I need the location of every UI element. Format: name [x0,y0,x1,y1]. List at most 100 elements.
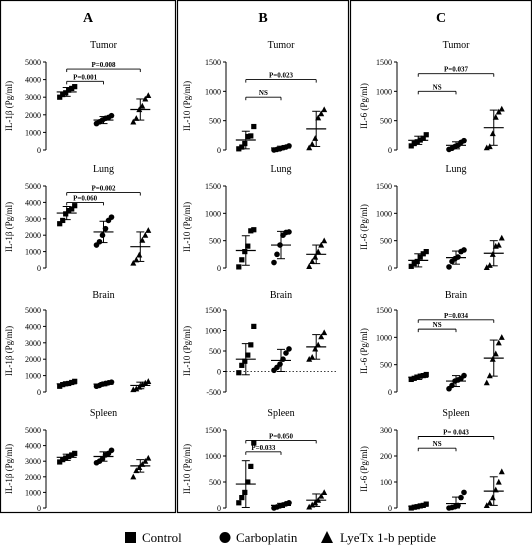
point-carboplatin [108,447,115,454]
point-lyetx [321,106,328,113]
y-axis-label: IL-10 (Pg/ml) [182,444,192,494]
point-control [408,143,414,149]
point-lyetx [136,383,143,390]
legend-label-lyetx: LyeTx 1-b peptide [340,530,436,545]
point-carboplatin [461,247,467,253]
point-lyetx [133,467,140,474]
point-lyetx [133,385,140,392]
point-control [414,504,420,510]
point-control [57,383,63,389]
column-label-c: C [436,11,446,26]
y-tick-label: 0 [217,264,221,273]
y-axis-label: IL-10 (Pg/ml) [182,202,192,252]
panel-title: Brain [270,290,292,301]
point-control [251,123,257,130]
point-lyetx [133,115,140,121]
y-tick-label: 2000 [25,231,41,240]
point-control [66,208,72,214]
point-lyetx [492,350,499,357]
point-carboplatin [461,489,467,496]
legend-label-control: Control [142,530,182,545]
point-control [417,254,423,260]
point-control [423,501,429,507]
point-control [60,457,66,463]
point-lyetx [136,106,143,113]
y-tick-label: 1500 [376,182,392,191]
point-control [66,453,72,460]
point-lyetx [315,497,322,503]
panel-title: Lung [93,164,114,175]
point-control [420,135,426,141]
point-lyetx [486,372,493,379]
column-label-b: B [258,11,267,26]
point-lyetx [142,232,149,238]
y-tick-label: 300 [380,426,392,435]
point-carboplatin [283,350,289,356]
y-tick-label: 200 [380,452,392,461]
point-lyetx [142,95,149,102]
point-control [408,505,414,511]
sig-label: P=0.008 [91,61,116,69]
point-lyetx [489,251,496,257]
point-lyetx [489,130,496,137]
point-carboplatin [108,214,115,220]
point-lyetx [315,114,322,121]
y-tick-label: 3000 [25,93,41,102]
point-lyetx [309,353,316,360]
y-tick-label: 0 [388,504,392,513]
point-control [423,371,429,378]
point-control [414,258,420,265]
panel-title: Spleen [90,408,117,419]
point-control [242,140,248,147]
point-carboplatin [108,379,115,385]
y-tick-label: 0 [388,388,392,397]
point-lyetx [492,486,499,493]
y-tick-label: 500 [380,237,392,246]
y-tick-label: 4000 [25,442,41,451]
point-lyetx [142,379,149,386]
point-lyetx [489,356,496,362]
panel-title: Spleen [267,408,294,419]
point-carboplatin [271,259,277,266]
point-lyetx [142,458,149,464]
panel-a-lung: Lung 0 1000 2000 3000 4000 5000 IL-1β (Pg/ml) P=… [4,164,152,273]
point-lyetx [318,241,325,248]
point-control [239,362,245,368]
panel-title: Tumor [443,40,471,51]
y-tick-label: 2000 [25,111,41,120]
legend-marker-control [125,532,136,543]
point-lyetx [483,502,490,508]
y-tick-label: 0 [37,146,41,155]
y-tick-label: 0 [37,264,41,273]
y-axis-label: IL-6 (Pg/ml) [359,328,369,374]
point-lyetx [315,248,322,255]
point-control [236,264,242,270]
panel-b-lung: Lung 0 500 1000 1500 IL-10 (Pg/ml) [182,164,328,273]
y-tick-label: 1500 [205,426,221,435]
point-lyetx [315,341,322,348]
y-tick-label: 1000 [25,488,41,497]
point-control [60,217,66,224]
y-tick-label: 1000 [376,333,392,342]
point-carboplatin [99,232,106,238]
y-tick-label: 500 [209,347,221,356]
legend: Control Carboplatin LyeTx 1-b peptide [125,530,436,545]
y-tick-label: 1000 [205,452,221,461]
y-tick-label: 4000 [25,76,41,85]
point-lyetx [133,256,140,263]
y-tick-label: 1500 [376,58,392,67]
point-control [236,500,242,506]
point-control [411,140,417,147]
point-control [245,133,251,140]
point-control [57,94,63,100]
y-tick-label: 1500 [205,58,221,67]
point-control [239,495,245,501]
point-lyetx [145,92,152,99]
y-axis-label: IL-1β (Pg/ml) [4,81,14,131]
point-lyetx [309,501,316,508]
y-tick-label: 1000 [205,327,221,336]
y-tick-label: 1000 [25,128,41,137]
point-lyetx [498,234,505,241]
point-carboplatin [446,264,452,270]
